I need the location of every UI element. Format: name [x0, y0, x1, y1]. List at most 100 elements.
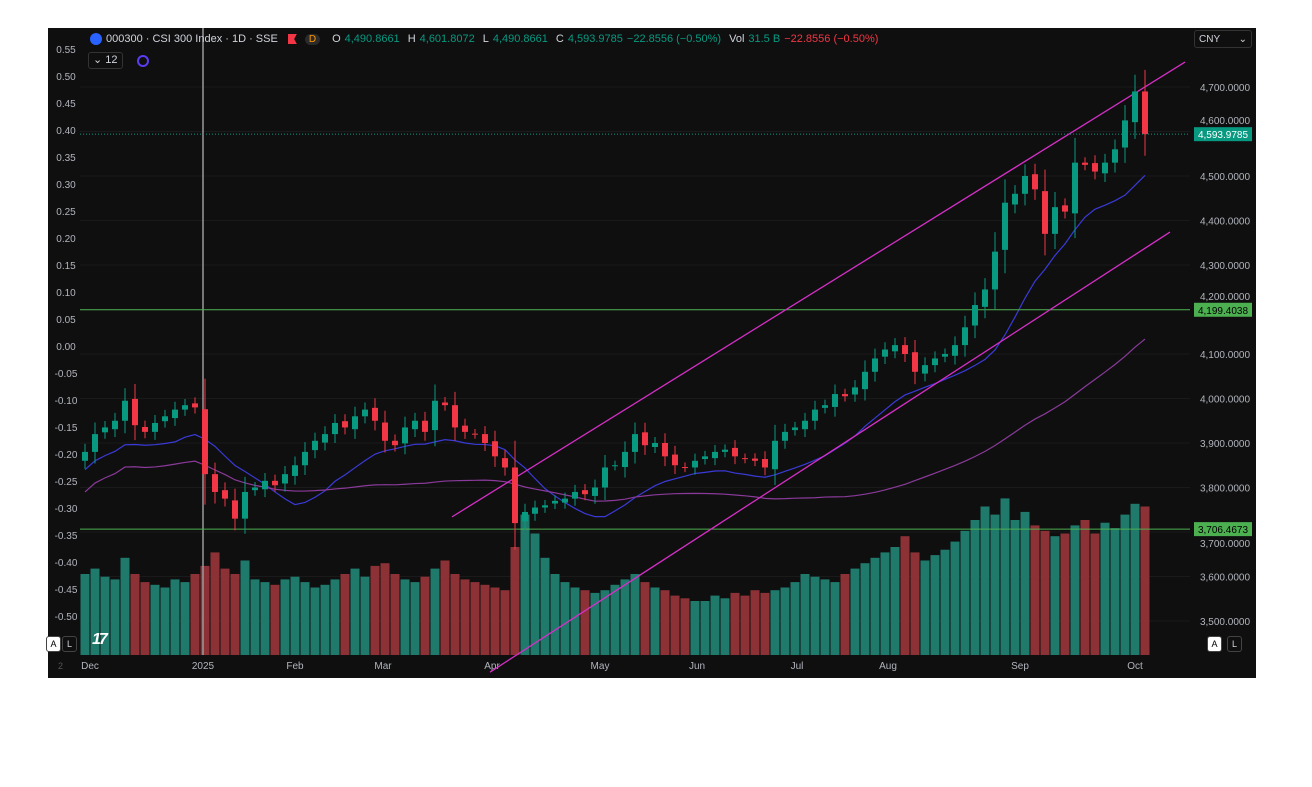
tradingview-logo[interactable]: 17 [92, 631, 108, 648]
trend-channel-line [489, 231, 1171, 673]
right-auto-scale-button[interactable]: A [1207, 636, 1222, 652]
x-axis-tick-label: Mar [374, 661, 392, 672]
left-axis-tick-label: 0.35 [56, 153, 76, 164]
flag-icon[interactable] [287, 34, 297, 44]
volume-bar [910, 552, 920, 655]
volume-bar [130, 574, 140, 655]
volume-bar [90, 568, 100, 655]
candle-body [962, 327, 968, 346]
right-axis-tick-label: 3,900.0000 [1200, 439, 1250, 450]
currency-select[interactable]: CNY ⌄ [1194, 30, 1252, 48]
volume-bar [270, 584, 280, 655]
right-axis-tick-label: 4,300.0000 [1200, 261, 1250, 272]
volume-bar [730, 592, 740, 655]
left-axis-tick-label: 0.25 [56, 207, 76, 218]
last-price-label: 4,593.9785 [1198, 130, 1248, 141]
candle-body [472, 433, 478, 435]
high-value: 4,601.8072 [419, 33, 475, 45]
indicators-toggle-button[interactable]: ⌄ 12 [88, 52, 123, 69]
volume-bar [1070, 525, 1080, 655]
left-axis-tick-label: -0.45 [55, 585, 78, 596]
timezone-label[interactable]: 2 [58, 661, 64, 671]
candle-body [202, 409, 208, 475]
hline-price-tag [1194, 302, 1252, 317]
timeframe-badge[interactable]: D [304, 33, 321, 45]
open-value: 4,490.8661 [344, 33, 400, 45]
volume-change-value: −22.8556 (−0.50%) [784, 33, 879, 45]
candle-body [882, 349, 888, 357]
volume-bar [220, 568, 230, 655]
indicator-ring-icon[interactable] [137, 55, 149, 67]
candle-body [222, 490, 228, 499]
volume-bar [870, 557, 880, 655]
candle-body [382, 422, 388, 441]
volume-label: Vol [729, 33, 745, 45]
candle-body [862, 371, 868, 390]
volume-bar [700, 601, 710, 655]
candle-body [1072, 162, 1078, 214]
left-log-scale-button[interactable]: L [62, 636, 77, 652]
volume-bar [580, 590, 590, 655]
candle-body [582, 490, 588, 495]
candle-body [1062, 205, 1068, 212]
hline-price-tag [1194, 522, 1252, 537]
volume-bar [780, 587, 790, 655]
left-axis-tick-label: -0.05 [55, 369, 78, 380]
left-auto-scale-button[interactable]: A [46, 636, 61, 652]
candle-body [932, 358, 938, 366]
volume-bar [140, 582, 150, 655]
volume-bar [640, 582, 650, 655]
candle-body [902, 345, 908, 354]
candle-body [812, 409, 818, 421]
right-log-scale-button[interactable]: L [1227, 636, 1242, 652]
candle-body [502, 458, 508, 468]
volume-bar [950, 541, 960, 655]
x-axis-tick-label: 2025 [192, 661, 215, 672]
volume-bar [600, 590, 610, 655]
candle-body [1082, 162, 1088, 165]
x-axis-tick-label: Dec [81, 661, 99, 672]
candle-body [832, 394, 838, 407]
right-axis-tick-label: 4,100.0000 [1200, 350, 1250, 361]
volume-bar [530, 533, 540, 655]
volume-bar [1040, 530, 1050, 655]
candle-body [422, 420, 428, 432]
right-axis-tick-label: 4,400.0000 [1200, 217, 1250, 228]
candle-body [302, 451, 308, 466]
volume-bar [440, 560, 450, 655]
volume-bar [770, 590, 780, 655]
volume-bar [400, 579, 410, 655]
volume-bar [920, 560, 930, 655]
right-axis-tick-label: 4,000.0000 [1200, 395, 1250, 406]
candle-body [822, 405, 828, 408]
volume-bar [390, 574, 400, 655]
right-axis-tick-label: 4,500.0000 [1200, 172, 1250, 183]
candle-body [362, 409, 368, 417]
candle-body [432, 400, 438, 431]
candle-body [612, 465, 618, 467]
volume-bar [420, 576, 430, 655]
candle-body [632, 434, 638, 452]
volume-bar [610, 584, 620, 655]
volume-bar [560, 582, 570, 655]
volume-bar [890, 547, 900, 655]
symbol-title[interactable]: 000300 · CSI 300 Index · 1D · SSE [106, 33, 278, 45]
volume-bar [900, 536, 910, 655]
volume-bar [100, 576, 110, 655]
volume-bar [810, 576, 820, 655]
candle-body [342, 421, 348, 428]
candle-body [872, 358, 878, 372]
candle-body [212, 474, 218, 492]
volume-bar [1130, 503, 1140, 655]
candle-body [482, 434, 488, 443]
left-axis-tick-label: 0.55 [56, 45, 76, 56]
volume-bar [970, 520, 980, 655]
candle-body [262, 480, 268, 490]
left-axis-tick-label: 0.20 [56, 234, 76, 245]
left-axis-tick-label: 0.30 [56, 180, 76, 191]
chevron-down-icon: ⌄ [1238, 34, 1247, 45]
low-label: L [482, 33, 489, 45]
volume-bar [540, 557, 550, 655]
symbol-logo-icon [90, 33, 102, 45]
